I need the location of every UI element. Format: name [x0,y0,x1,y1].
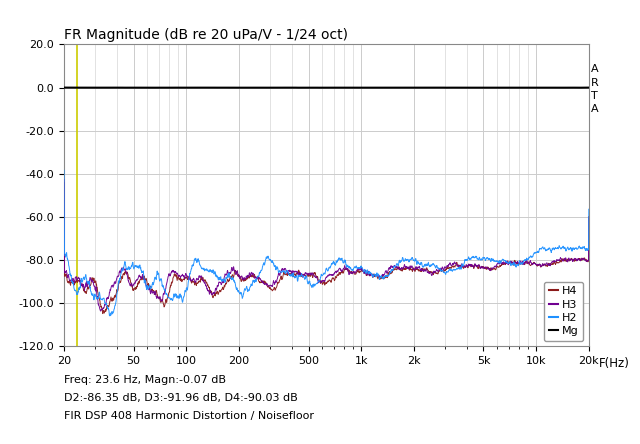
Text: D2:-86.35 dB, D3:-91.96 dB, D4:-90.03 dB: D2:-86.35 dB, D3:-91.96 dB, D4:-90.03 dB [64,393,298,403]
Text: T: T [591,91,598,101]
Text: A: A [591,104,599,115]
Text: FR Magnitude (dB re 20 uPa/V - 1/24 oct): FR Magnitude (dB re 20 uPa/V - 1/24 oct) [64,28,348,42]
Text: FIR DSP 408 Harmonic Distortion / Noisefloor: FIR DSP 408 Harmonic Distortion / Noisef… [64,411,314,421]
Text: F(Hz): F(Hz) [598,357,629,370]
Text: R: R [591,78,599,88]
Legend: H4, H3, H2, Mg: H4, H3, H2, Mg [544,282,583,341]
Text: Freq: 23.6 Hz, Magn:-0.07 dB: Freq: 23.6 Hz, Magn:-0.07 dB [64,375,226,385]
Text: A: A [591,64,599,75]
